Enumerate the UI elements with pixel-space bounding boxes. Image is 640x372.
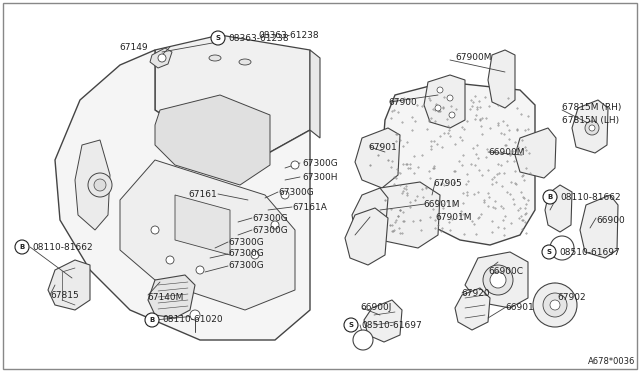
Circle shape <box>281 191 289 199</box>
Text: 67815M (RH): 67815M (RH) <box>562 103 621 112</box>
Circle shape <box>88 173 112 197</box>
Circle shape <box>271 221 279 229</box>
Text: 66900M: 66900M <box>488 148 525 157</box>
Polygon shape <box>155 35 310 155</box>
Text: 66901: 66901 <box>505 304 534 312</box>
Polygon shape <box>48 260 90 310</box>
Circle shape <box>589 125 595 131</box>
Polygon shape <box>368 182 440 248</box>
Text: B: B <box>547 194 552 200</box>
Polygon shape <box>150 48 172 68</box>
Text: 67140M: 67140M <box>147 294 184 302</box>
Polygon shape <box>75 140 110 230</box>
Polygon shape <box>155 95 270 185</box>
Text: 67901: 67901 <box>368 142 397 151</box>
Polygon shape <box>580 195 618 258</box>
Text: 08110-81662: 08110-81662 <box>32 243 93 251</box>
Circle shape <box>447 95 453 101</box>
Text: S: S <box>216 35 221 41</box>
Text: 67300H: 67300H <box>302 173 337 182</box>
Circle shape <box>542 245 556 259</box>
Text: 67905: 67905 <box>433 179 461 187</box>
Text: 67300G: 67300G <box>278 187 314 196</box>
Polygon shape <box>355 128 400 188</box>
Polygon shape <box>55 50 310 340</box>
Text: 67902: 67902 <box>557 292 586 301</box>
Text: 67300G: 67300G <box>252 225 288 234</box>
Circle shape <box>543 293 567 317</box>
Text: 66900: 66900 <box>596 215 625 224</box>
Circle shape <box>533 283 577 327</box>
Text: B: B <box>19 244 24 250</box>
Polygon shape <box>352 188 388 242</box>
Polygon shape <box>364 300 402 342</box>
Text: 66900J: 66900J <box>360 304 392 312</box>
Text: 08363-61238: 08363-61238 <box>228 33 289 42</box>
Text: 08510-61697: 08510-61697 <box>559 247 620 257</box>
Circle shape <box>550 236 574 260</box>
Circle shape <box>291 161 299 169</box>
Text: 67900M: 67900M <box>455 52 492 61</box>
Polygon shape <box>572 100 608 153</box>
Circle shape <box>437 87 443 93</box>
Text: S: S <box>547 249 552 255</box>
Circle shape <box>158 54 166 62</box>
Polygon shape <box>120 160 295 310</box>
Circle shape <box>145 313 159 327</box>
Text: S: S <box>349 322 353 328</box>
Circle shape <box>251 251 259 259</box>
Circle shape <box>94 179 106 191</box>
Circle shape <box>151 226 159 234</box>
Text: 67900: 67900 <box>388 97 417 106</box>
Polygon shape <box>515 128 556 178</box>
Polygon shape <box>465 252 528 308</box>
Circle shape <box>344 318 358 332</box>
Text: 08363-61238: 08363-61238 <box>258 31 319 39</box>
Text: 67161A: 67161A <box>292 202 327 212</box>
Polygon shape <box>424 75 465 128</box>
Circle shape <box>15 240 29 254</box>
Text: 67149: 67149 <box>120 42 148 51</box>
Text: 67300G: 67300G <box>228 262 264 270</box>
Circle shape <box>585 121 599 135</box>
Text: 67161: 67161 <box>188 189 217 199</box>
Ellipse shape <box>239 59 251 65</box>
Text: 67901M: 67901M <box>435 212 472 221</box>
Circle shape <box>550 300 560 310</box>
Text: 67815N (LH): 67815N (LH) <box>562 115 619 125</box>
Text: 67300G: 67300G <box>228 237 264 247</box>
Text: 67300G: 67300G <box>302 158 338 167</box>
Text: 66901M: 66901M <box>423 199 460 208</box>
Circle shape <box>190 310 200 320</box>
Circle shape <box>166 256 174 264</box>
Text: 08510-61697: 08510-61697 <box>361 321 422 330</box>
Text: B: B <box>149 317 155 323</box>
Text: 67300G: 67300G <box>228 250 264 259</box>
Text: 66900C: 66900C <box>488 267 523 276</box>
Text: A678*0036: A678*0036 <box>588 357 635 366</box>
Polygon shape <box>545 185 572 232</box>
Polygon shape <box>310 50 320 138</box>
Ellipse shape <box>209 55 221 61</box>
Polygon shape <box>488 50 515 108</box>
Polygon shape <box>455 288 490 330</box>
Text: 67300G: 67300G <box>252 214 288 222</box>
Polygon shape <box>148 275 195 318</box>
Circle shape <box>490 272 506 288</box>
Text: 67920: 67920 <box>461 289 490 298</box>
Circle shape <box>435 105 441 111</box>
Polygon shape <box>345 208 388 265</box>
Circle shape <box>353 330 373 350</box>
Circle shape <box>543 190 557 204</box>
Text: 67815: 67815 <box>50 291 79 299</box>
Circle shape <box>449 112 455 118</box>
Circle shape <box>483 265 513 295</box>
Circle shape <box>196 266 204 274</box>
Text: 08110-81662: 08110-81662 <box>560 192 621 202</box>
Polygon shape <box>380 82 535 245</box>
Polygon shape <box>175 195 230 255</box>
Text: 08110-61020: 08110-61020 <box>162 315 223 324</box>
Circle shape <box>211 31 225 45</box>
